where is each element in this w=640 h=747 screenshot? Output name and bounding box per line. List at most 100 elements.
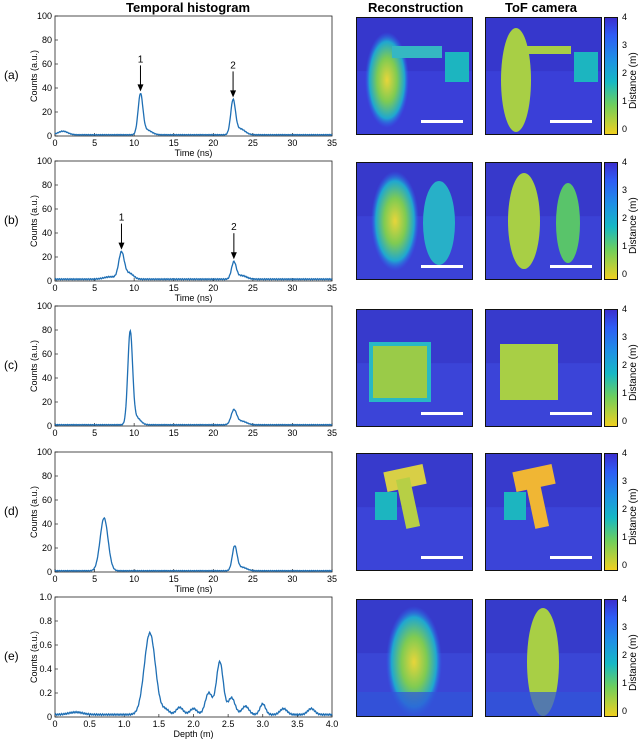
scale-bar <box>421 265 463 268</box>
t-stem <box>395 477 421 529</box>
colorbar-tick-label: 3 <box>622 476 628 486</box>
chart-3: 0 20 40 60 80 100 0 5 10 15 20 25 30 35 Time (ns) Count… <box>29 447 337 594</box>
x-tick-label: 4.0 <box>326 719 339 729</box>
tof-image <box>485 162 602 280</box>
x-tick-label: 30 <box>287 138 297 148</box>
reconstruction-image <box>356 453 473 571</box>
scale-bar <box>550 556 592 559</box>
y-tick-label: 0 <box>47 276 52 286</box>
plot-frame <box>54 160 333 282</box>
colorbar-tick-label: 4 <box>622 448 628 458</box>
x-axis-label: Time (ns) <box>175 148 213 158</box>
x-tick-label: 30 <box>287 428 297 438</box>
scale-bar <box>421 412 463 415</box>
y-tick-label: 40 <box>42 228 52 238</box>
row-label: (a) <box>4 68 19 82</box>
reconstruction-image <box>356 162 473 280</box>
colorbar-tick-label: 2 <box>622 650 628 660</box>
annotation-label: 1 <box>119 213 125 224</box>
x-tick-label: 10 <box>129 574 139 584</box>
x-tick-label: 20 <box>208 428 218 438</box>
y-tick-label: 20 <box>42 252 52 262</box>
x-tick-label: 20 <box>208 283 218 293</box>
y-tick-label: 40 <box>42 519 52 529</box>
colorbar-tick-label: 1 <box>622 388 628 398</box>
x-tick-label: 10 <box>129 283 139 293</box>
colorbar-label: Distance (m) <box>628 488 639 545</box>
row-label: (c) <box>4 358 18 372</box>
x-tick-label: 35 <box>327 428 337 438</box>
arrow-head <box>137 84 144 92</box>
x-tick-label: 15 <box>169 428 179 438</box>
y-tick-label: 20 <box>42 397 52 407</box>
y-tick-label: 20 <box>42 107 52 117</box>
x-tick-label: 0 <box>52 719 57 729</box>
y-tick-label: 40 <box>42 373 52 383</box>
t-top <box>383 464 427 492</box>
x-tick-label: 1.5 <box>153 719 166 729</box>
colorbar <box>604 599 618 717</box>
x-tick-label: 0 <box>52 283 57 293</box>
plot-frame <box>54 305 333 427</box>
y-tick-label: 0.2 <box>39 688 52 698</box>
y-axis-label: Counts (a.u.) <box>29 195 39 247</box>
box-shape <box>504 492 526 520</box>
colorbar-tick-label: 1 <box>622 241 628 251</box>
tof-image <box>485 309 602 427</box>
colorbar-tick-label: 0 <box>622 416 628 426</box>
box-shape <box>369 342 431 402</box>
y-tick-label: 0 <box>47 131 52 141</box>
reconstruction-image <box>356 309 473 427</box>
person-shape <box>508 173 540 269</box>
plot-frame <box>54 15 333 137</box>
x-tick-label: 20 <box>208 574 218 584</box>
arm-shape <box>392 46 442 58</box>
box-shape <box>574 52 598 82</box>
tof-image <box>485 599 602 717</box>
x-tick-label: 20 <box>208 138 218 148</box>
colorbar <box>604 453 618 571</box>
y-tick-label: 0 <box>47 712 52 722</box>
annotation-label: 1 <box>138 54 144 65</box>
reconstruction-image <box>356 599 473 717</box>
x-tick-label: 0 <box>52 574 57 584</box>
scale-bar <box>550 265 592 268</box>
x-tick-label: 30 <box>287 574 297 584</box>
y-tick-label: 60 <box>42 204 52 214</box>
x-tick-label: 5 <box>92 283 97 293</box>
colorbar-tick-label: 0 <box>622 560 628 570</box>
row-label: (b) <box>4 213 19 227</box>
colorbar-tick-label: 2 <box>622 504 628 514</box>
y-tick-label: 60 <box>42 59 52 69</box>
colorbar <box>604 162 618 280</box>
scale-bar <box>550 412 592 415</box>
scale-bar <box>550 120 592 123</box>
x-tick-label: 35 <box>327 283 337 293</box>
header-reconstruction: Reconstruction <box>368 0 464 15</box>
colorbar-tick-label: 3 <box>622 622 628 632</box>
floor-shape <box>357 692 472 716</box>
background-region <box>486 163 601 217</box>
x-tick-label: 3.5 <box>291 719 304 729</box>
colorbar-tick-label: 4 <box>622 157 628 167</box>
x-tick-label: 2.5 <box>222 719 235 729</box>
colorbar-tick-label: 0 <box>622 124 628 134</box>
colorbar-tick-label: 4 <box>622 304 628 314</box>
y-tick-label: 100 <box>37 11 52 21</box>
y-tick-label: 60 <box>42 495 52 505</box>
colorbar-tick-label: 0 <box>622 269 628 279</box>
x-axis-label: Time (ns) <box>175 293 213 303</box>
x-tick-label: 25 <box>248 428 258 438</box>
t-stem <box>524 477 550 529</box>
y-tick-label: 0.8 <box>39 616 52 626</box>
x-tick-label: 5 <box>92 138 97 148</box>
x-tick-label: 15 <box>169 283 179 293</box>
y-tick-label: 20 <box>42 543 52 553</box>
chart-4: 0 0.2 0.4 0.6 0.8 1.0 0 0.5 1.0 1.5 2.0 2.5 3.0 3.5 4.… <box>29 592 339 739</box>
header-histogram: Temporal histogram <box>126 0 251 15</box>
box-shape <box>445 52 469 82</box>
x-tick-label: 5 <box>92 428 97 438</box>
person-shape <box>556 183 580 263</box>
y-tick-label: 80 <box>42 35 52 45</box>
arrow-head <box>118 242 125 250</box>
